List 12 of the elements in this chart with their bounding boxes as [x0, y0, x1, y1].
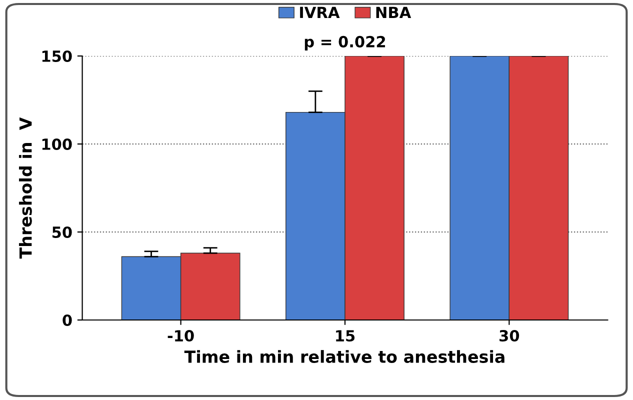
legend-label: IVRA — [300, 6, 340, 18]
y-tick-label: 100 — [42, 138, 72, 150]
x-tick-label: 15 — [336, 330, 355, 342]
x-axis-title: Time in min relative to anesthesia — [184, 350, 504, 363]
x-tick-label: 30 — [500, 330, 520, 342]
y-tick-label: 50 — [52, 226, 72, 238]
y-tick-label: 0 — [62, 314, 72, 326]
y-tick-label: 150 — [42, 50, 72, 62]
x-tick-label: -10 — [168, 330, 194, 342]
annotation: p = 0.022 — [304, 36, 386, 50]
legend-label: NBA — [376, 6, 412, 18]
y-axis-title: Threshold in V — [18, 117, 32, 259]
